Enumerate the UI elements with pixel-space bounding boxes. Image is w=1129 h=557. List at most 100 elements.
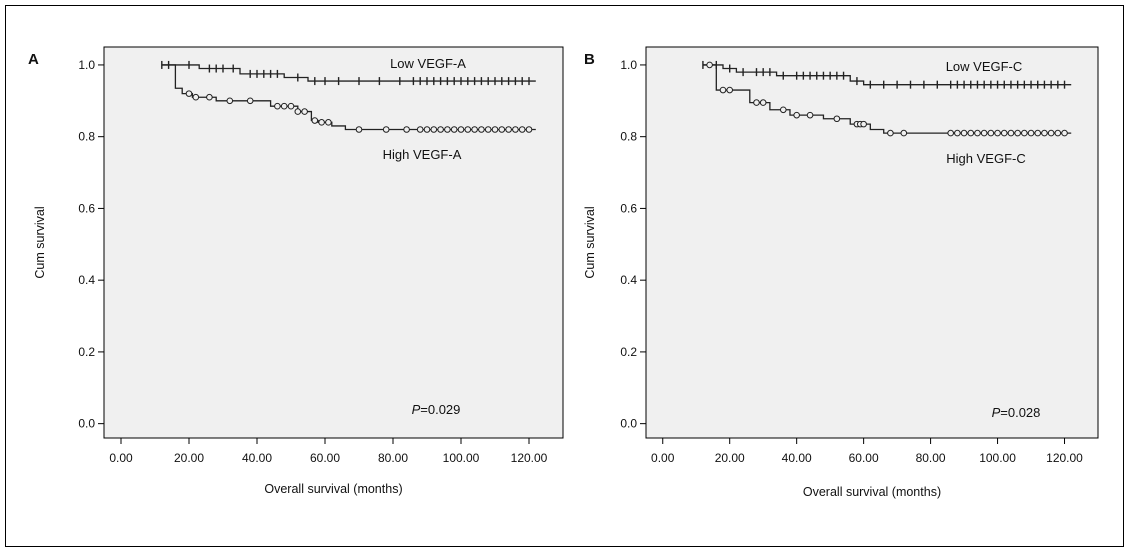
censor-mark bbox=[457, 126, 465, 133]
x-tick-label: 60.00 bbox=[310, 451, 340, 465]
censor-mark bbox=[226, 97, 234, 105]
censor-mark bbox=[1047, 129, 1055, 137]
censor-mark bbox=[505, 126, 512, 133]
censor-mark bbox=[1034, 129, 1042, 137]
survival-curve bbox=[702, 64, 1072, 134]
censor-mark bbox=[1027, 129, 1035, 137]
censor-mark bbox=[430, 126, 438, 133]
censor-mark bbox=[325, 119, 332, 126]
censor-mark bbox=[1041, 129, 1048, 137]
censor-mark bbox=[806, 111, 814, 119]
censor-mark bbox=[450, 126, 458, 133]
censor-mark bbox=[437, 126, 444, 133]
survival-curve bbox=[702, 64, 1072, 86]
censor-mark bbox=[900, 129, 908, 137]
x-tick-label: 0.00 bbox=[109, 451, 133, 465]
censor-mark bbox=[967, 129, 975, 137]
y-tick-label: 0.8 bbox=[78, 130, 95, 144]
panel-label: A bbox=[28, 51, 39, 68]
x-tick-label: 100.00 bbox=[443, 451, 480, 465]
x-tick-label: 0.00 bbox=[651, 451, 675, 465]
censor-mark bbox=[287, 102, 295, 110]
censor-mark bbox=[887, 129, 894, 137]
censor-mark bbox=[793, 111, 800, 119]
x-tick-label: 100.00 bbox=[979, 451, 1016, 465]
censor-mark bbox=[759, 99, 767, 106]
y-tick-label: 0.8 bbox=[620, 130, 637, 144]
censor-mark bbox=[498, 126, 506, 133]
censor-mark bbox=[954, 129, 961, 137]
series-label: High VEGF-A bbox=[383, 147, 462, 162]
censor-mark bbox=[274, 102, 281, 110]
p-value: P=0.028 bbox=[992, 405, 1041, 420]
p-value-symbol: P bbox=[412, 402, 421, 417]
x-tick-label: 20.00 bbox=[174, 451, 204, 465]
series-label: Low VEGF-C bbox=[946, 59, 1023, 74]
censor-mark bbox=[980, 129, 988, 137]
censor-mark bbox=[1014, 129, 1021, 137]
censor-mark bbox=[444, 126, 451, 133]
censor-mark bbox=[753, 99, 760, 106]
censor-mark bbox=[518, 126, 526, 133]
censor-mark bbox=[478, 126, 485, 133]
y-tick-label: 0.0 bbox=[78, 417, 95, 431]
y-tick-label: 1.0 bbox=[78, 58, 95, 72]
series-high-vegf-a: High VEGF-A bbox=[161, 64, 536, 162]
censor-mark bbox=[974, 129, 981, 137]
censor-mark bbox=[1007, 129, 1015, 137]
censor-mark bbox=[311, 117, 319, 124]
x-tick-label: 20.00 bbox=[715, 451, 745, 465]
x-tick-label: 120.00 bbox=[1046, 451, 1083, 465]
censor-mark bbox=[192, 93, 200, 101]
plot-area bbox=[645, 46, 1099, 439]
censor-mark bbox=[833, 115, 841, 123]
x-tick-label: 80.00 bbox=[378, 451, 408, 465]
censor-mark bbox=[706, 61, 713, 69]
panel-b: 0.0 0.2 0.4 0.6 0.8 1.0 0.00 20.00 40.00 60.00 80.… bbox=[583, 46, 1099, 499]
x-axis-title: Overall survival (months) bbox=[803, 485, 941, 499]
censor-mark bbox=[1021, 129, 1028, 137]
censor-mark bbox=[994, 129, 1001, 137]
x-tick-label: 40.00 bbox=[782, 451, 812, 465]
y-tick-label: 0.0 bbox=[620, 417, 637, 431]
censor-mark bbox=[246, 97, 254, 105]
series-label: High VEGF-C bbox=[946, 151, 1025, 166]
x-tick-label: 80.00 bbox=[916, 451, 946, 465]
censor-mark bbox=[860, 120, 867, 128]
censor-mark bbox=[987, 129, 995, 137]
plot-area bbox=[103, 46, 564, 439]
y-tick-label: 0.2 bbox=[620, 345, 637, 359]
p-value-number: =0.028 bbox=[1000, 405, 1040, 420]
series-low-vegf-a: Low VEGF-A bbox=[161, 56, 536, 86]
censor-mark bbox=[382, 126, 390, 133]
y-tick-label: 0.4 bbox=[620, 273, 637, 287]
series-label: Low VEGF-A bbox=[390, 56, 466, 71]
censor-mark bbox=[1054, 129, 1062, 137]
censor-mark bbox=[512, 126, 519, 133]
censor-mark bbox=[185, 90, 193, 97]
p-value-symbol: P bbox=[992, 405, 1001, 420]
censor-mark bbox=[294, 108, 302, 115]
x-tick-label: 40.00 bbox=[242, 451, 272, 465]
censor-mark bbox=[484, 126, 492, 133]
censor-mark bbox=[416, 126, 424, 133]
censor-mark bbox=[403, 126, 410, 133]
y-axis-title: Cum survival bbox=[583, 206, 597, 278]
y-tick-label: 0.4 bbox=[78, 273, 95, 287]
x-axis-title: Overall survival (months) bbox=[264, 482, 402, 496]
censor-mark bbox=[947, 129, 954, 137]
censor-mark bbox=[1000, 129, 1008, 137]
censor-mark bbox=[726, 86, 734, 94]
x-tick-label: 60.00 bbox=[849, 451, 879, 465]
censor-mark bbox=[464, 126, 472, 133]
censor-mark bbox=[318, 119, 325, 126]
censor-mark bbox=[471, 126, 478, 133]
censor-mark bbox=[779, 106, 787, 114]
censor-mark bbox=[491, 126, 499, 133]
censor-mark bbox=[423, 126, 431, 133]
survival-curve bbox=[161, 64, 536, 82]
x-tick-label: 120.00 bbox=[511, 451, 548, 465]
censor-mark bbox=[280, 102, 288, 110]
y-tick-label: 0.6 bbox=[78, 201, 95, 215]
